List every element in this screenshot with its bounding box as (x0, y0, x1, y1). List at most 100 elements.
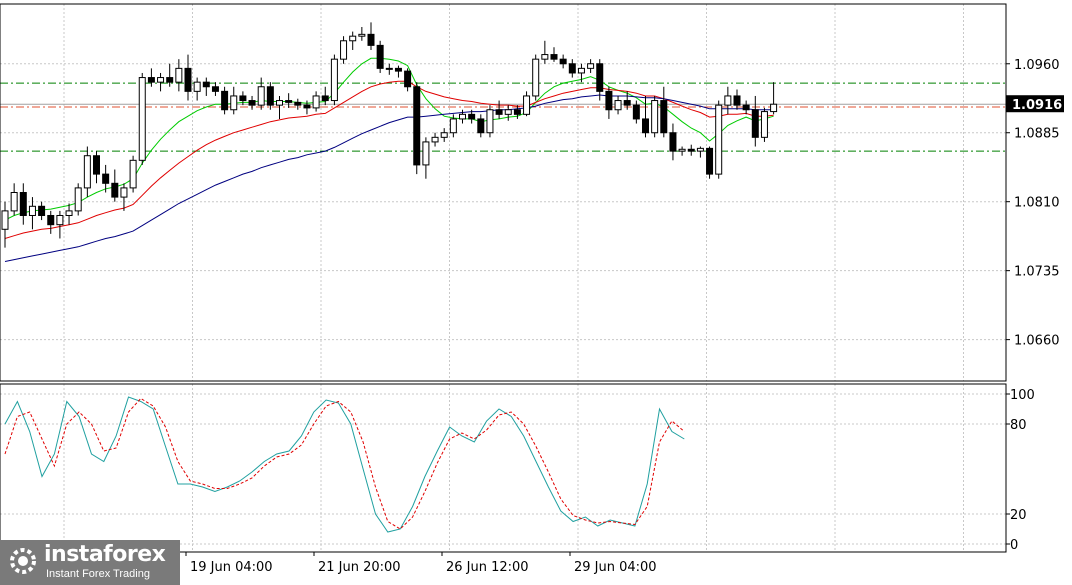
candle-body (660, 100, 668, 134)
candle (724, 86, 732, 115)
candle-body (422, 141, 430, 166)
candle (330, 54, 338, 106)
candle (742, 100, 750, 115)
time-tick-label: 21 Jun 20:00 (318, 560, 401, 575)
price-tick-label: 1.0810 (1014, 196, 1060, 211)
candle (129, 155, 137, 193)
candle-body (706, 147, 714, 175)
price-tick-label: 1.0735 (1014, 265, 1060, 280)
candle (477, 114, 485, 138)
candle-body (678, 148, 686, 152)
moving-averages (4, 57, 774, 262)
candle (303, 100, 311, 115)
candle (248, 95, 256, 110)
candle (651, 95, 659, 138)
candle-body (221, 90, 229, 111)
candle (587, 59, 595, 73)
candle-body (632, 104, 640, 120)
candle (56, 210, 64, 239)
stochastic-tick-label: 20 (1010, 508, 1027, 523)
candle (568, 59, 576, 78)
candle-body (1, 210, 9, 230)
candle-body (513, 109, 521, 115)
last-price-label: 1.0916 (1012, 98, 1062, 113)
candle (504, 105, 512, 121)
candle-body (120, 187, 128, 198)
last-price-marker: 1.0916 (1006, 95, 1064, 113)
candle (404, 68, 412, 92)
candle (532, 54, 540, 101)
stochastic-line-2 (4, 397, 685, 530)
candle-body (211, 86, 219, 92)
stochastic-tick-label: 80 (1010, 418, 1027, 433)
candle (147, 68, 155, 87)
candle (632, 100, 640, 124)
candle-body (230, 95, 238, 111)
price-tick-label: 1.0885 (1014, 127, 1060, 142)
candle-body (93, 155, 100, 175)
candle (321, 86, 329, 106)
candle (138, 72, 146, 165)
candle (193, 77, 201, 101)
candle (394, 65, 402, 78)
candle (1, 201, 9, 248)
candle (751, 95, 759, 147)
candle-body (486, 109, 494, 134)
candle (47, 210, 55, 234)
candle (605, 86, 613, 119)
candle-body (376, 44, 384, 69)
candle-body (65, 210, 73, 216)
candle-body (367, 33, 375, 46)
candle-body (468, 113, 476, 120)
candle (184, 54, 192, 101)
candle (706, 146, 714, 179)
candle (733, 89, 741, 110)
time-tick-label: 19 Jun 04:00 (190, 560, 273, 575)
candle-body (257, 86, 265, 106)
candle (376, 40, 384, 73)
candle (669, 123, 677, 161)
candle-body (28, 205, 36, 216)
candle (449, 114, 457, 138)
candle-body (330, 58, 338, 102)
candle-body (248, 100, 256, 106)
candle-body (175, 67, 183, 83)
stochastic-tick-label: 0 (1010, 538, 1018, 553)
candle-body (568, 63, 576, 74)
candle (687, 144, 695, 156)
candle-body (770, 103, 778, 113)
candle (367, 22, 375, 50)
candle (642, 95, 649, 138)
candle (221, 86, 229, 115)
candle (294, 98, 302, 110)
candle-body (541, 54, 549, 60)
candle-body (669, 132, 677, 152)
candle (358, 26, 366, 41)
candle-body (440, 132, 448, 138)
candle-body (266, 86, 274, 106)
candle-body (276, 100, 283, 106)
candle-body (614, 100, 622, 111)
candle (486, 105, 494, 138)
candle-body (733, 95, 741, 106)
candle-body (83, 155, 91, 189)
candles (1, 22, 778, 248)
candle-body (47, 214, 55, 226)
logo-name: instaforex (44, 542, 166, 567)
time-tick-label: 29 Jun 04:00 (574, 560, 657, 575)
candle-body (596, 63, 604, 92)
candle-body (138, 77, 146, 161)
candle-body (431, 136, 439, 143)
logo-tagline: Instant Forex Trading (46, 568, 150, 580)
candle-body (477, 118, 485, 134)
candle-body (340, 40, 348, 60)
candle (550, 47, 558, 62)
candle (285, 93, 293, 108)
candle (38, 201, 46, 221)
candle (257, 77, 265, 110)
candle-body (349, 35, 357, 42)
candle-body (532, 58, 540, 97)
candle-body (358, 33, 366, 37)
candle-body (760, 111, 768, 138)
